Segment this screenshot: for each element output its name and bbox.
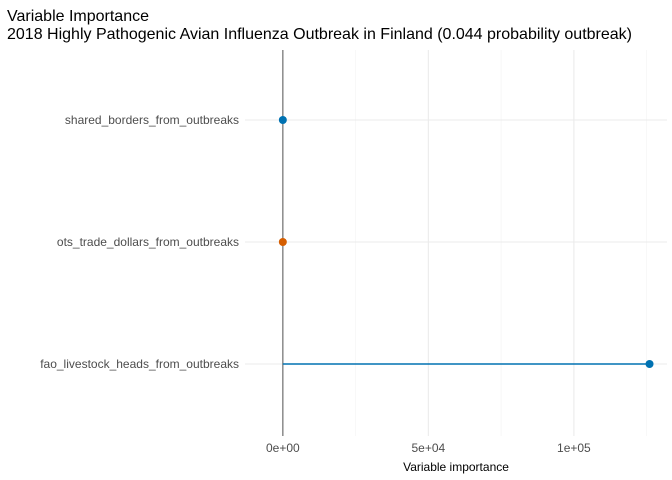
x-axis-label: Variable importance <box>403 460 509 474</box>
lollipop-point <box>645 360 654 368</box>
x-tick-labels: 0e+00 5e+04 1e+05 <box>266 441 591 455</box>
x-tick-label: 1e+05 <box>557 441 591 455</box>
grid-lines <box>245 50 667 436</box>
chart-subtitle: 2018 Highly Pathogenic Avian Influenza O… <box>7 26 632 43</box>
x-tick-label: 0e+00 <box>266 441 300 455</box>
lollipop-points <box>278 116 654 368</box>
y-tick-label: shared_borders_from_outbreaks <box>65 113 239 127</box>
y-tick-labels: shared_borders_from_outbreaks ots_trade_d… <box>40 113 239 371</box>
lollipop-point <box>278 238 287 246</box>
x-tick-label: 5e+04 <box>412 441 446 455</box>
y-tick-label: ots_trade_dollars_from_outbreaks <box>57 235 239 249</box>
chart-title: Variable Importance <box>7 8 149 25</box>
y-tick-label: fao_livestock_heads_from_outbreaks <box>40 357 239 371</box>
lollipop-point <box>278 116 287 124</box>
